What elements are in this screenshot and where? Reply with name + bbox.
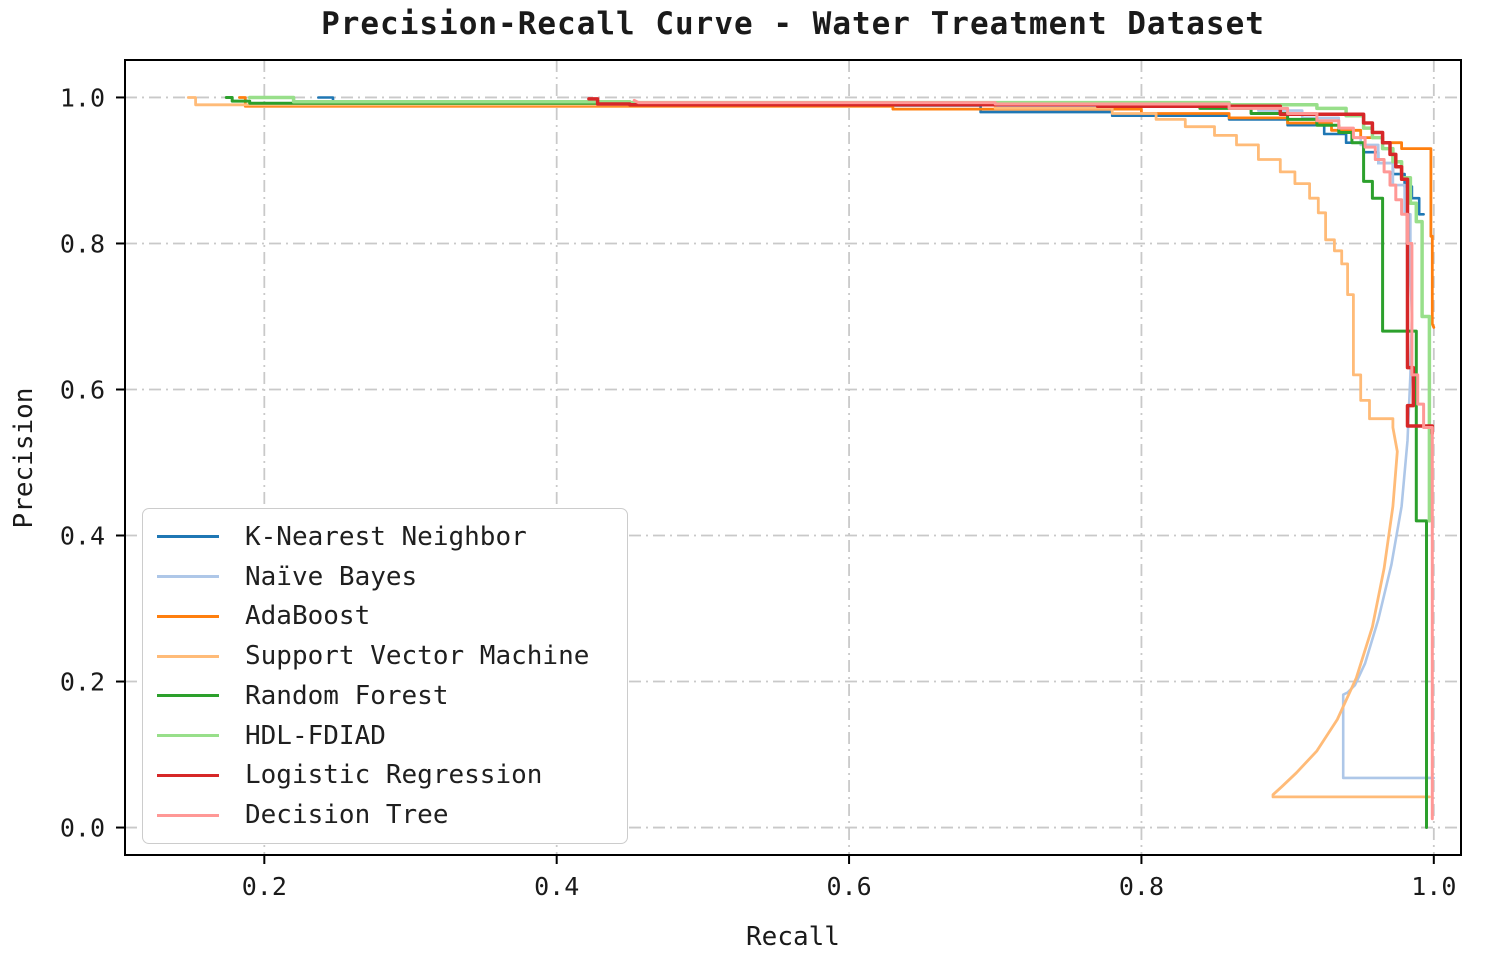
legend-item-adaboost: AdaBoost: [157, 598, 627, 634]
y-tick-label-0.6: 0.6: [60, 375, 105, 404]
x-tick-label-0.6: 0.6: [826, 872, 871, 901]
y-tick-label-1.0: 1.0: [60, 83, 105, 112]
x-tick-label-0.2: 0.2: [242, 872, 287, 901]
series-line-hdl-fdiad: [247, 95, 1432, 523]
legend-line-sample-decision-tree: [157, 813, 219, 817]
y-axis-label: Precision: [9, 387, 39, 529]
legend-line-sample-support-vector-machine: [157, 654, 219, 658]
legend-label-decision-tree: Decision Tree: [245, 800, 449, 831]
legend-item-na-ve-bayes: Naïve Bayes: [157, 559, 627, 595]
series-line-adaboost: [238, 96, 1436, 329]
series-line-logistic-regression: [587, 97, 1435, 436]
y-tick-label-0.4: 0.4: [60, 522, 105, 551]
legend-label-k-nearest-neighbor: K-Nearest Neighbor: [245, 521, 527, 552]
legend-item-logistic-regression: Logistic Regression: [157, 757, 627, 793]
x-tick-label-1.0: 1.0: [1411, 872, 1456, 901]
axes-spines: [124, 59, 1462, 856]
legend-item-k-nearest-neighbor: K-Nearest Neighbor: [157, 519, 627, 555]
legend-label-adaboost: AdaBoost: [245, 601, 371, 632]
series-line-decision-tree: [632, 98, 1434, 821]
legend-item-support-vector-machine: Support Vector Machine: [157, 638, 627, 674]
chart-title: Precision-Recall Curve - Water Treatment…: [321, 6, 1265, 42]
legend-label-logistic-regression: Logistic Regression: [245, 760, 543, 791]
series-line-na-ve-bayes: [423, 101, 1436, 780]
legend-line-sample-adaboost: [157, 614, 219, 618]
legend-line-sample-random-forest: [157, 694, 219, 698]
legend-item-decision-tree: Decision Tree: [157, 797, 627, 833]
legend-item-hdl-fdiad: HDL-FDIAD: [157, 718, 627, 754]
x-tick-label-0.4: 0.4: [534, 872, 579, 901]
legend-label-hdl-fdiad: HDL-FDIAD: [245, 720, 386, 751]
x-axis-label: Recall: [746, 922, 840, 952]
legend-label-support-vector-machine: Support Vector Machine: [245, 641, 590, 672]
y-tick-label-0.0: 0.0: [60, 814, 105, 843]
legend-box: K-Nearest Neighbor Naïve Bayes AdaBoost Sup…: [142, 508, 628, 844]
legend-label-random-forest: Random Forest: [245, 680, 449, 711]
legend-item-random-forest: Random Forest: [157, 678, 627, 714]
legend-label-na-ve-bayes: Naïve Bayes: [245, 561, 418, 592]
x-tick-label-0.8: 0.8: [1119, 872, 1164, 901]
legend-line-sample-hdl-fdiad: [157, 734, 219, 738]
y-tick-label-0.8: 0.8: [60, 229, 105, 258]
legend-line-sample-logistic-regression: [157, 773, 219, 777]
y-tick-label-0.2: 0.2: [60, 668, 105, 697]
series-line-support-vector-machine: [186, 96, 1431, 799]
legend-line-sample-k-nearest-neighbor: [157, 535, 219, 539]
legend-line-sample-na-ve-bayes: [157, 575, 219, 579]
